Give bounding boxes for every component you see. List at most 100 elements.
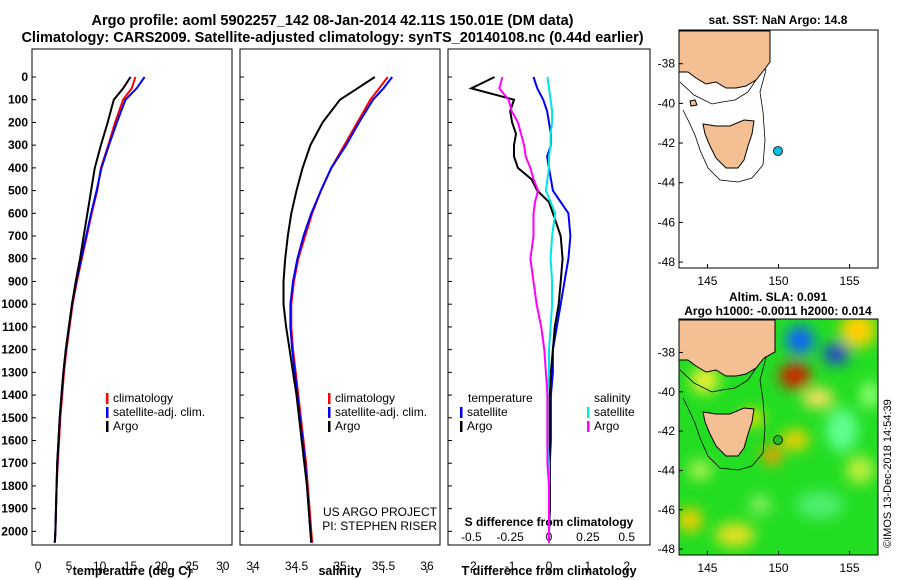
legend-sal-climatology-swatch [328,393,331,404]
x-tick-label: -1 [505,559,516,573]
legend-diff-t-satellite-label: satellite [467,405,508,419]
y-tick-label: 0 [21,70,28,84]
map-x-tick-label: 150 [768,274,788,288]
panel-frame-0 [31,48,233,546]
y-tick-label: 600 [8,206,28,220]
sst-map: sat. SST: NaN Argo: 14.8 145 150 155 -38 -40… [658,13,879,288]
legend-temp-climatology-swatch [106,393,109,404]
map-x-tick-label: 145 [697,561,717,575]
y-tick-label: 900 [8,274,28,288]
x2-tick-label: 0.25 [576,530,600,544]
y-tick-label: 400 [8,161,28,175]
legend-temp-argo-label: Argo [113,419,139,433]
legend-sal-climatology-label: climatology [335,391,395,405]
map-y-tick-label: -46 [658,503,676,517]
map-y-tick-label: -48 [658,542,676,556]
x-tick-label: 25 [185,559,199,573]
x-tick-label: 1 [585,559,592,573]
y-tick-label: 100 [8,93,28,107]
y-tick-label: 2000 [1,524,28,538]
x2-tick-label: -0.25 [496,530,524,544]
series-temperature-argo [468,76,564,543]
map2-shelf-contour [679,353,767,471]
map1-victoria-land [679,30,771,89]
x2-tick-label: -0.5 [461,530,482,544]
x-axis-label-1: salinity [318,564,361,578]
imos-credit: ©IMOS 13-Dec-2018 14:54:39 [882,399,894,548]
x-tick-label: 5 [66,559,73,573]
map-y-tick-label: -40 [658,96,676,110]
map-y-tick-label: -38 [658,57,676,71]
legend-temp-argo-swatch [106,421,109,432]
map2-ticks: 145 150 155 -38 -40 -42 -44 -46 -48 [658,345,860,575]
map1-argo-marker [773,146,783,156]
profile-lines [53,76,572,543]
legend-diff-s-argo-label: Argo [594,419,620,433]
map-x-tick-label: 150 [768,561,788,575]
x-tick-label: 34 [246,559,260,573]
map-x-tick-label: 155 [840,561,860,575]
legend-temp-satellite-label: satellite-adj. clim. [113,405,205,419]
map-x-tick-label: 145 [697,274,717,288]
x-axis-label-2: T difference from climatology [461,564,636,578]
y-tick-label: 1500 [1,411,28,425]
x-tick-label: 20 [155,559,169,573]
map-y-tick-label: -44 [658,176,676,190]
x-tick-label: 15 [124,559,138,573]
legend-diff-t-argo-swatch [460,421,463,432]
map-y-tick-label: -42 [658,136,676,150]
legend-temp-climatology-label: climatology [113,391,173,405]
y-tick-label: 1900 [1,502,28,516]
map1-island [689,99,698,107]
legend-sal-satellite-swatch [328,407,331,418]
map2-anomaly-blobs [679,319,878,547]
y-tick-label: 500 [8,184,28,198]
series-salinity-argo [498,76,550,543]
map-y-tick-label: -40 [658,385,676,399]
project-line1: US ARGO PROJECT [323,505,438,519]
legend-diff-t-argo-label: Argo [467,419,493,433]
legend-sal-argo-swatch [328,421,331,432]
y-tick-label: 1400 [1,388,28,402]
title-line1: Argo profile: aoml 5902257_142 08-Jan-20… [91,13,574,29]
y-tick-label: 300 [8,138,28,152]
y-tick-label: 1800 [1,479,28,493]
y-tick-label: 200 [8,115,28,129]
x2-tick-label: 0.5 [618,530,635,544]
x-axis-label-0: temperature (deg C) [73,564,192,578]
map-y-tick-label: -44 [658,463,676,477]
legend-sal-argo-label: Argo [335,419,361,433]
map-y-tick-label: -46 [658,215,676,229]
x-tick-label: 0 [35,559,42,573]
project-line2: PI: STEPHEN RISER [322,519,437,533]
map2-argo-marker [773,435,783,445]
y-tick-label: 1200 [1,343,28,357]
y-tick-label: 800 [8,252,28,266]
x-tick-label: 2 [623,559,630,573]
map2-tasmania-land [702,407,755,457]
panel-frame-1 [239,48,441,546]
x-tick-label: 30 [216,559,230,573]
x-tick-label: -2 [466,559,477,573]
map-y-tick-label: -38 [658,345,676,359]
y-tick-label: 1700 [1,456,28,470]
legend-diff-s-satellite-swatch [587,407,590,418]
sla-map: Altim. SLA: 0.091 Argo h1000: -0.0011 h2… [658,290,879,575]
series-argo [282,76,376,543]
x-tick-label: 0 [546,559,553,573]
x-tick-label: 34.5 [285,559,309,573]
map1-title: sat. SST: NaN Argo: 14.8 [709,13,848,27]
y-tick-label: 1300 [1,365,28,379]
map-y-tick-label: -42 [658,424,676,438]
legend-diff-temperature-header: temperature [468,391,533,405]
y-tick-label: 1000 [1,297,28,311]
y-tick-label: 700 [8,229,28,243]
map-y-tick-label: -48 [658,255,676,269]
title-line2: Climatology: CARS2009. Satellite-adjuste… [21,30,644,46]
legend-diff-s-satellite-label: satellite [594,405,635,419]
map2-title-line2: Argo h1000: -0.0011 h2000: 0.014 [684,304,872,318]
map1-ticks: 145 150 155 -38 -40 -42 -44 -46 -48 [658,57,860,288]
map-x-tick-label: 155 [840,274,860,288]
y-tick-label: 1600 [1,433,28,447]
